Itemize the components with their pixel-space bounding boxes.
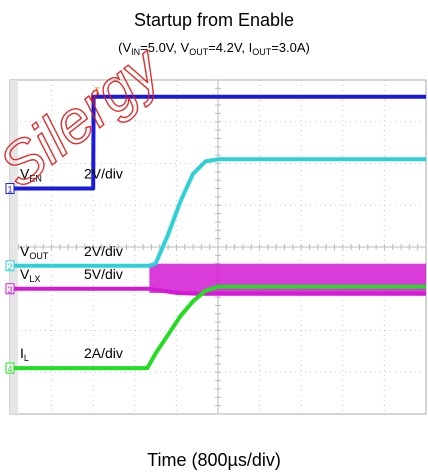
- series-line-il: [10, 284, 426, 371]
- chart-subtitle: (VIN=5.0V, VOUT=4.2V, IOUT=3.0A): [118, 40, 310, 57]
- trace-labels: VEN 2V/div VOUT 2V/div VLX 5V/div IL 2A/div: [20, 166, 123, 364]
- series-scale-vlx: 5V/div: [84, 266, 123, 282]
- series-scale-il: 2A/div: [84, 345, 123, 361]
- channel-strip: [10, 80, 18, 414]
- channel-number-4: 4: [7, 364, 12, 374]
- series-label-il: IL: [20, 345, 29, 363]
- channel-marker-3: [5, 283, 15, 295]
- series-label-vlx: VLX: [20, 266, 40, 284]
- series-label-ven: VEN: [20, 166, 42, 184]
- channel-number-3: 3: [7, 285, 12, 295]
- scope-screen: 1 2 3 4 VEN 2V/div VOUT 2V/div VLX 5V/div IL 2A/di…: [5, 79, 427, 415]
- series-scale-ven: 2V/div: [84, 166, 123, 182]
- grid: [9, 79, 427, 415]
- channel-marker-2: [5, 260, 15, 272]
- channel-number-2: 2: [7, 262, 12, 272]
- series-line-ven: [10, 94, 426, 191]
- channel-markers: 1 2 3 4: [5, 183, 15, 374]
- series-line-vout: [10, 157, 426, 268]
- traces: [10, 94, 426, 371]
- series-line-vlx: [10, 286, 426, 296]
- x-axis-label: Time (800µs/div): [147, 450, 281, 470]
- channel-marker-1: [5, 183, 15, 195]
- series-label-vout: VOUT: [20, 243, 49, 261]
- chart-title: Startup from Enable: [134, 10, 294, 30]
- channel-marker-4: [5, 362, 15, 374]
- channel-number-1: 1: [7, 185, 12, 195]
- trigger-marker: T: [94, 86, 100, 96]
- series-scale-vout: 2V/div: [84, 243, 123, 259]
